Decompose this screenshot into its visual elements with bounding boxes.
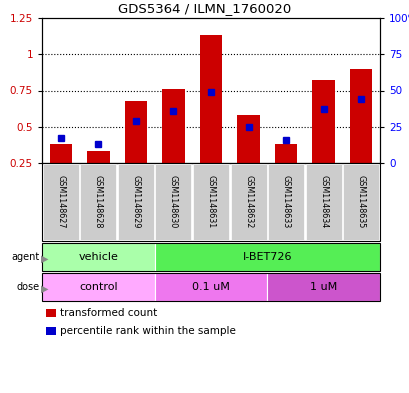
Text: GSM1148634: GSM1148634: [318, 175, 327, 229]
Text: GSM1148632: GSM1148632: [243, 175, 252, 229]
Bar: [162, 89, 184, 163]
Text: control: control: [79, 282, 117, 292]
Bar: [312, 80, 334, 163]
Bar: [237, 115, 259, 163]
Text: GSM1148635: GSM1148635: [356, 175, 365, 229]
Text: ▶: ▶: [40, 284, 48, 294]
Bar: [199, 35, 222, 163]
Text: 1 uM: 1 uM: [309, 282, 337, 292]
Text: vehicle: vehicle: [78, 252, 118, 262]
Text: GSM1148633: GSM1148633: [281, 175, 290, 229]
Bar: [349, 69, 372, 163]
Bar: [274, 144, 297, 163]
Bar: [124, 101, 147, 163]
Text: GSM1148630: GSM1148630: [169, 175, 178, 229]
Text: percentile rank within the sample: percentile rank within the sample: [60, 326, 236, 336]
Text: GSM1148629: GSM1148629: [131, 175, 140, 229]
Bar: [87, 151, 109, 163]
Text: GSM1148631: GSM1148631: [206, 175, 215, 229]
Bar: [49, 144, 72, 163]
Text: GSM1148628: GSM1148628: [94, 175, 103, 229]
Text: I-BET726: I-BET726: [242, 252, 291, 262]
Text: agent: agent: [12, 252, 40, 262]
Text: GDS5364 / ILMN_1760020: GDS5364 / ILMN_1760020: [118, 2, 291, 15]
Text: 0.1 uM: 0.1 uM: [191, 282, 229, 292]
Text: ▶: ▶: [40, 254, 48, 264]
Text: GSM1148627: GSM1148627: [56, 175, 65, 229]
Text: transformed count: transformed count: [60, 308, 157, 318]
Text: dose: dose: [17, 282, 40, 292]
